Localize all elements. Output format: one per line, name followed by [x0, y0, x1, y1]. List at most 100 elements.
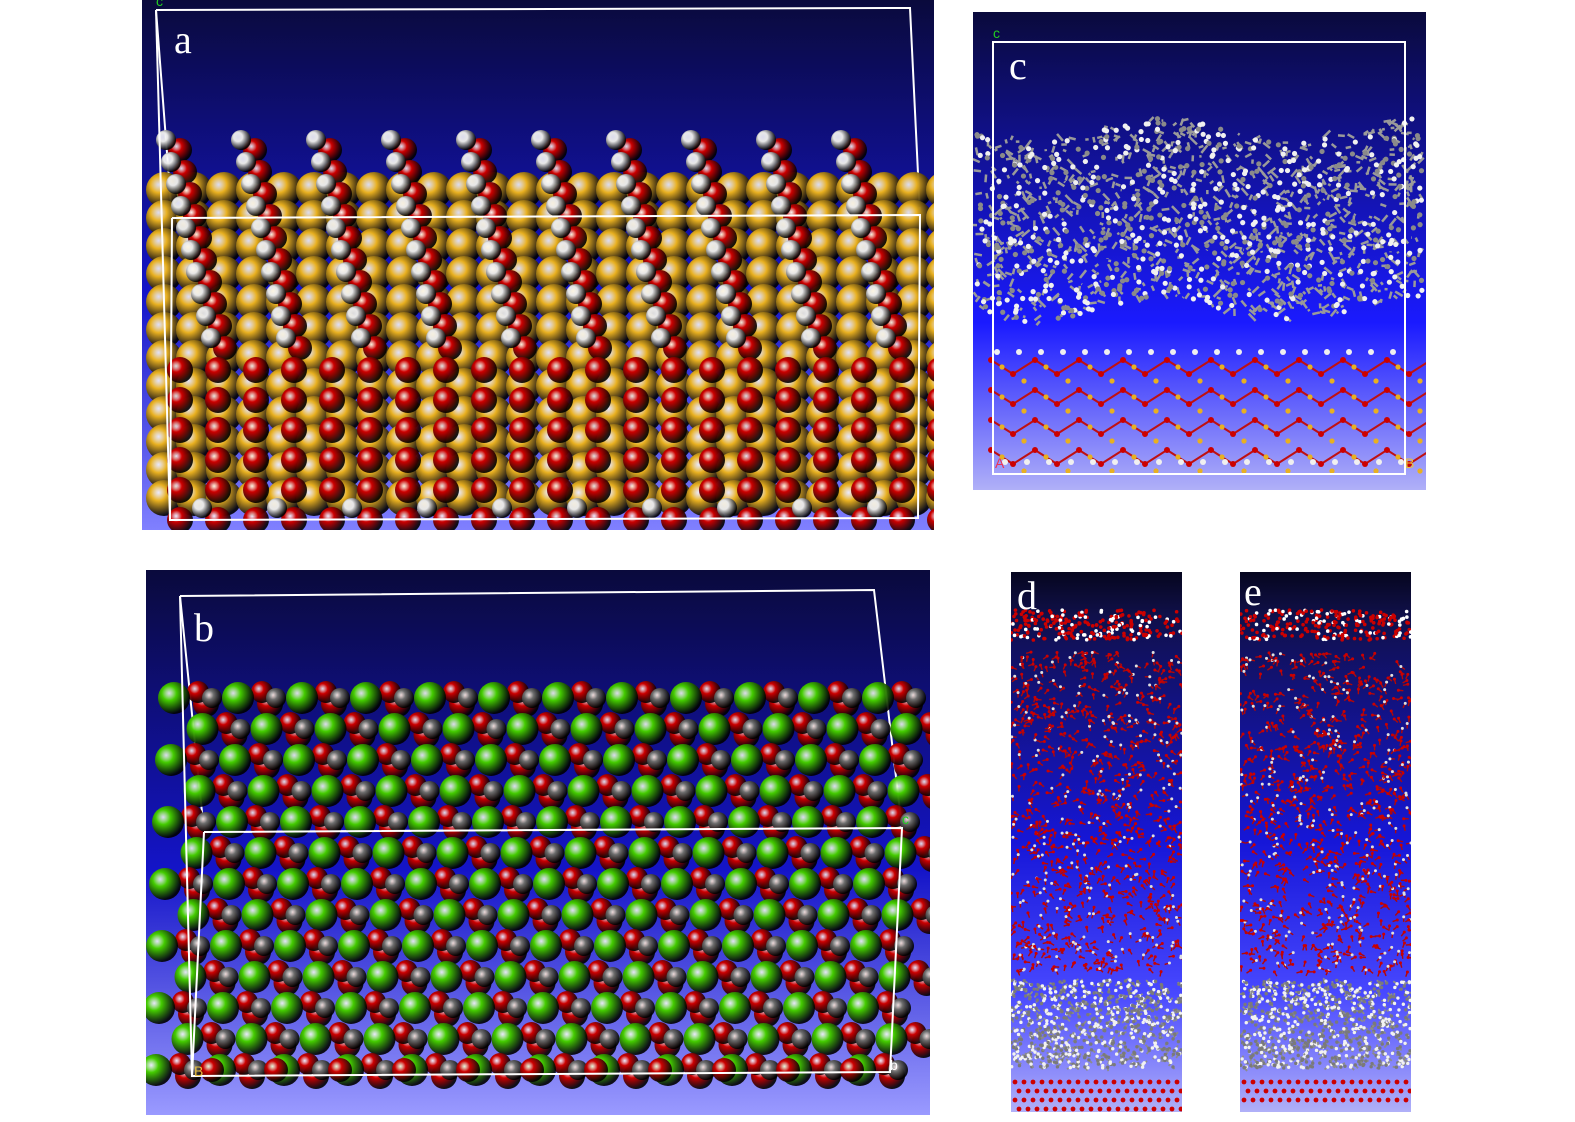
hydrogen-atom — [691, 174, 711, 194]
oxygen-atom — [1230, 371, 1236, 377]
atom — [1418, 277, 1425, 283]
silicon-atom — [896, 256, 932, 292]
oxygen-atom — [395, 387, 421, 413]
atom — [1240, 665, 1243, 669]
atom — [1276, 659, 1280, 663]
silicon-atom — [926, 203, 934, 233]
atom — [1379, 839, 1383, 843]
atom — [1116, 980, 1121, 985]
oxygen-atom — [1052, 1088, 1058, 1094]
silicon-atom — [1087, 394, 1093, 400]
calcium-atom — [731, 744, 763, 776]
hydrogen-atom — [316, 174, 336, 194]
calcium-atom — [747, 1023, 780, 1055]
atom — [1156, 999, 1161, 1004]
atom — [1367, 633, 1371, 638]
atom — [1139, 847, 1143, 851]
atom — [1065, 1011, 1069, 1015]
atom — [1266, 834, 1270, 838]
calcium-atom — [338, 930, 370, 962]
atom — [1258, 672, 1262, 676]
silicon-atom — [896, 228, 932, 264]
atom — [1162, 1030, 1166, 1035]
carbon-atom — [663, 1029, 684, 1049]
atom — [1036, 848, 1040, 852]
oxygen-atom — [1164, 447, 1170, 453]
atom — [1291, 951, 1295, 955]
atom — [1320, 838, 1324, 842]
atom — [1051, 707, 1055, 711]
atom — [1086, 886, 1090, 890]
atom — [1047, 710, 1051, 714]
atom — [1012, 614, 1016, 619]
oxygen-atom — [509, 387, 535, 413]
oxygen-atom — [395, 357, 421, 383]
atom — [1360, 682, 1364, 686]
atom — [1282, 617, 1286, 621]
atom — [1215, 225, 1221, 231]
atom — [1260, 189, 1266, 195]
hydrogen-atom — [1148, 349, 1154, 355]
silicon-atom — [1241, 468, 1247, 474]
carbon-atom — [891, 998, 911, 1018]
atom — [1020, 295, 1026, 302]
atom — [1103, 281, 1109, 288]
atom — [1055, 906, 1059, 910]
silicon-atom — [1373, 408, 1379, 414]
atom — [1037, 761, 1041, 765]
atom — [1065, 831, 1069, 835]
atom — [1131, 672, 1135, 676]
silicon-atom — [1175, 394, 1181, 400]
atom — [1003, 194, 1009, 200]
atom — [1021, 662, 1025, 666]
atom — [1088, 872, 1092, 876]
atom — [1045, 758, 1049, 762]
atom — [1150, 1046, 1155, 1050]
atom — [1043, 1024, 1047, 1029]
oxygen-atom — [1043, 1106, 1049, 1112]
carbon-atom — [778, 688, 798, 708]
atom — [1218, 199, 1224, 205]
atom — [1046, 769, 1050, 773]
carbon-atom — [443, 998, 463, 1018]
atom — [1068, 655, 1072, 659]
oxygen-atom — [1160, 1106, 1166, 1112]
atom — [1317, 624, 1321, 629]
oxygen-atom — [813, 417, 839, 443]
calcium-atom — [783, 992, 815, 1024]
oxygen-atom — [1010, 431, 1016, 437]
atom — [1073, 979, 1077, 983]
hydrogen-atom — [481, 240, 501, 260]
atom — [1029, 982, 1034, 987]
atom — [1150, 1022, 1155, 1027]
atom — [1021, 888, 1025, 892]
atom — [1028, 1004, 1033, 1009]
atom — [1058, 980, 1062, 984]
atom — [1025, 688, 1029, 692]
atom — [1090, 651, 1094, 655]
atom — [1127, 669, 1131, 673]
hydrogen-atom — [1310, 459, 1316, 465]
atom — [1117, 1015, 1122, 1019]
atom — [1332, 623, 1336, 628]
atom — [1025, 630, 1030, 634]
atom — [1215, 131, 1221, 138]
atom — [1131, 1019, 1136, 1024]
atom — [1230, 171, 1236, 178]
atom — [1142, 1061, 1146, 1065]
atom — [1041, 1056, 1045, 1060]
atom — [1066, 708, 1070, 712]
atom — [1076, 729, 1080, 733]
atom — [1059, 621, 1064, 625]
atom — [1069, 1011, 1073, 1015]
atom — [1150, 1008, 1155, 1013]
atom — [1109, 1025, 1113, 1029]
atom — [1082, 935, 1086, 939]
atom — [1053, 998, 1058, 1002]
atom — [1147, 1034, 1151, 1038]
atom — [1012, 925, 1016, 929]
atom — [1251, 704, 1255, 708]
atom — [1153, 955, 1157, 959]
atom — [1294, 696, 1298, 700]
atom — [1043, 907, 1047, 911]
